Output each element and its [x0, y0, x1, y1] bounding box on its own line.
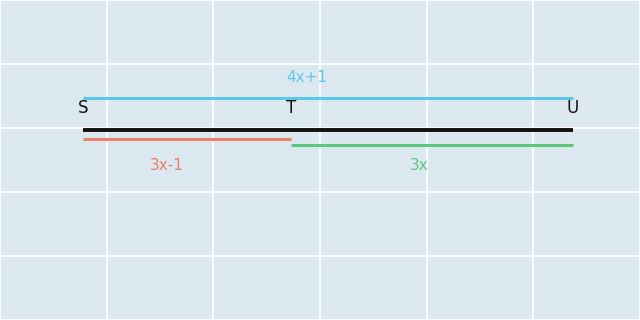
Text: 4x+1: 4x+1: [287, 70, 328, 85]
Text: T: T: [286, 99, 296, 117]
Text: 3x: 3x: [410, 158, 429, 173]
Text: 3x-1: 3x-1: [150, 158, 183, 173]
Text: S: S: [78, 99, 88, 117]
Text: U: U: [566, 99, 579, 117]
